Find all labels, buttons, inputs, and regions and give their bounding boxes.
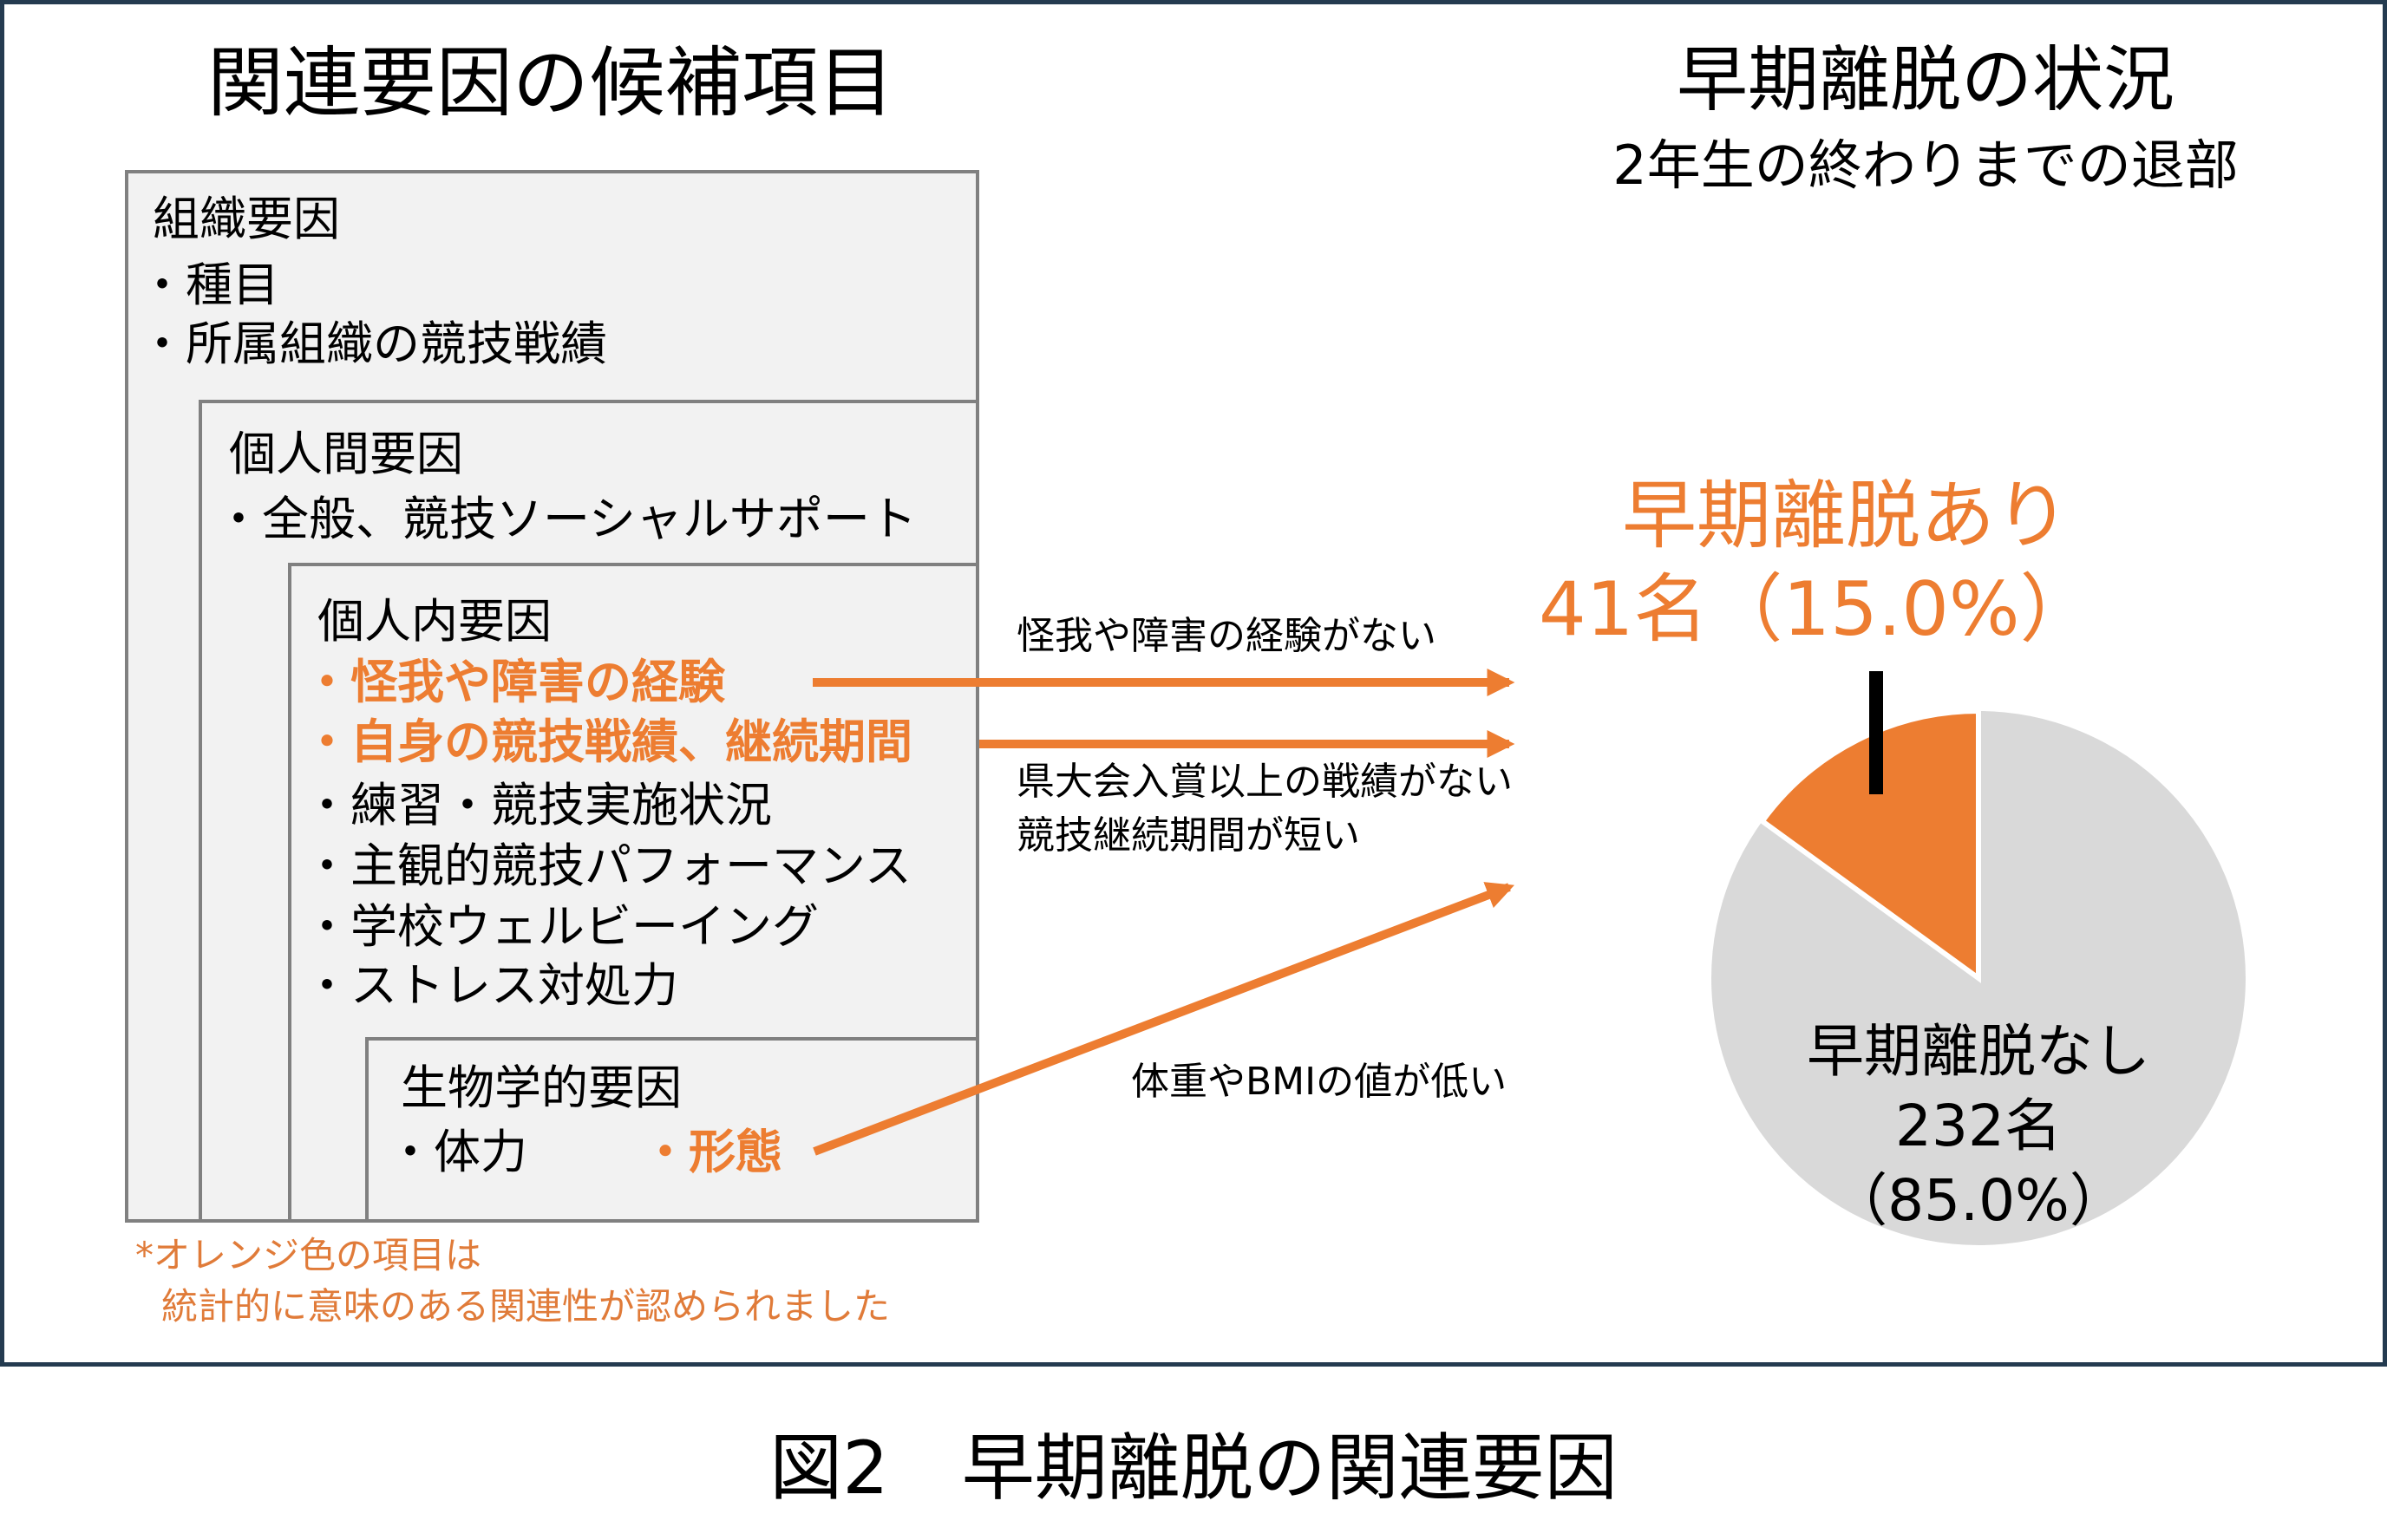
interpersonal-heading: 個人間要因: [229, 427, 463, 481]
dropout-value: 41名（15.0%）: [1539, 566, 2095, 653]
intrapersonal-heading: 個人内要因: [317, 594, 552, 649]
intrapersonal-item: ・練習・競技実施状況: [304, 778, 772, 832]
no-dropout-count: 232名: [1895, 1093, 2062, 1159]
figure-caption: 図2 早期離脱の関連要因: [769, 1426, 1618, 1511]
no-dropout-percentage: （85.0%）: [1830, 1167, 2127, 1234]
arrow-label-performance-1: 県大会入賞以上の戦績がない: [1017, 760, 1513, 804]
intrapersonal-item-significant: ・自身の競技戦績、継続期間: [304, 715, 912, 769]
organizational-heading: 組織要因: [153, 192, 340, 246]
arrow-label-performance-2: 競技継続期間が短い: [1017, 813, 1360, 858]
intrapersonal-item: ・学校ウェルビーイング: [304, 899, 819, 954]
biological-heading: 生物学的要因: [401, 1060, 682, 1115]
intrapersonal-item-significant: ・怪我や障害の経験: [304, 655, 725, 709]
intrapersonal-item: ・主観的競技パフォーマンス: [304, 839, 912, 893]
right-panel-title: 早期離脱の状況: [1676, 39, 2174, 121]
left-panel-title: 関連要因の候補項目: [206, 38, 894, 127]
right-panel-subtitle: 2年生の終わりまでの退部: [1612, 134, 2239, 197]
organizational-item: ・種目: [139, 258, 279, 312]
interpersonal-item: ・全般、競技ソーシャルサポート: [215, 492, 917, 546]
footnote-line-2: 統計的に意味のある関連性が認められました: [161, 1285, 891, 1328]
pie-slice-dropout: [1758, 708, 1981, 983]
pie-leader-line: [1869, 671, 1883, 794]
arrow-label-injury: 怪我や障害の経験がない: [1017, 614, 1436, 658]
biological-item: ・体力: [387, 1125, 527, 1179]
organizational-item: ・所属組織の競技戦績: [139, 316, 607, 371]
arrow-morphology: [813, 882, 1514, 1156]
footnote-line-1: *オレンジ色の項目は: [135, 1234, 482, 1276]
dropout-label: 早期離脱あり: [1622, 473, 2070, 559]
biological-item-significant: ・形態: [642, 1125, 782, 1179]
arrow-label-morphology: 体重やBMIの値が低い: [1131, 1060, 1507, 1104]
no-dropout-label: 早期離脱なし: [1807, 1018, 2150, 1085]
intrapersonal-item: ・ストレス対処力: [304, 958, 678, 1013]
